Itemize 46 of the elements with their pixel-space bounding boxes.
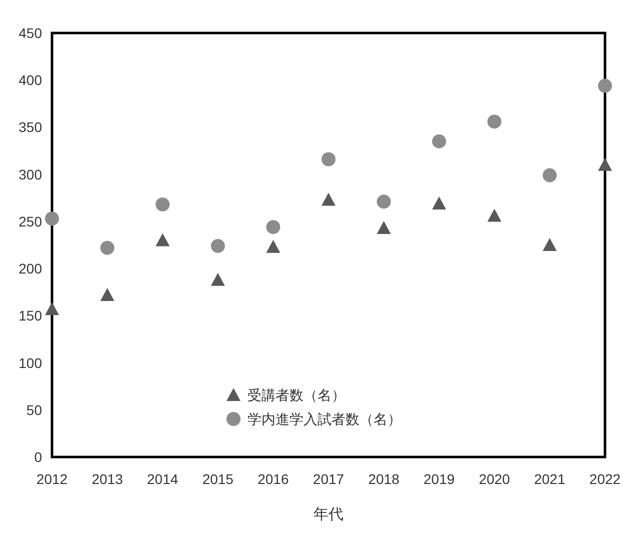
point	[487, 208, 502, 222]
point	[156, 233, 170, 246]
point	[322, 192, 336, 206]
y-tick-label: 300	[18, 166, 42, 182]
x-tick-label: 2019	[424, 471, 455, 487]
x-tick-label: 2016	[258, 471, 289, 487]
point	[266, 240, 280, 253]
point	[376, 221, 391, 234]
x-tick-label: 2012	[36, 471, 68, 487]
x-tick-label: 2014	[147, 471, 178, 487]
x-tick-label: 2022	[589, 471, 621, 487]
x-tick-label: 2013	[92, 471, 124, 487]
legend-label: 学内進学入試者数（名）	[248, 411, 402, 427]
y-tick-label: 350	[18, 119, 42, 136]
x-axis-title: 年代	[314, 506, 344, 523]
point	[598, 158, 612, 171]
point	[432, 134, 446, 148]
point	[156, 197, 170, 212]
point	[266, 220, 280, 234]
point	[598, 78, 612, 93]
y-tick-label: 200	[18, 260, 42, 277]
y-tick-label: 0	[34, 449, 42, 465]
point	[210, 272, 225, 286]
x-tick-label: 2018	[368, 471, 400, 487]
point	[376, 194, 391, 209]
x-tick-label: 2015	[202, 471, 234, 487]
point	[45, 302, 59, 316]
point	[542, 238, 557, 251]
point	[487, 114, 502, 129]
y-tick-label: 150	[18, 308, 42, 324]
point	[100, 288, 114, 301]
point	[432, 196, 446, 210]
legend-label: 受講者数（名）	[248, 387, 346, 403]
y-tick-label: 250	[18, 213, 42, 230]
point	[210, 238, 225, 253]
point	[45, 212, 59, 226]
y-tick-label: 450	[18, 25, 42, 41]
x-tick-label: 2020	[478, 471, 510, 487]
y-tick-label: 400	[18, 72, 42, 88]
x-tick-label: 2017	[312, 471, 344, 487]
point	[542, 168, 557, 182]
y-tick-label: 50	[26, 402, 42, 418]
point	[322, 152, 336, 166]
y-tick-label: 100	[18, 354, 42, 371]
x-tick-label: 2021	[534, 471, 566, 487]
point	[100, 240, 114, 255]
